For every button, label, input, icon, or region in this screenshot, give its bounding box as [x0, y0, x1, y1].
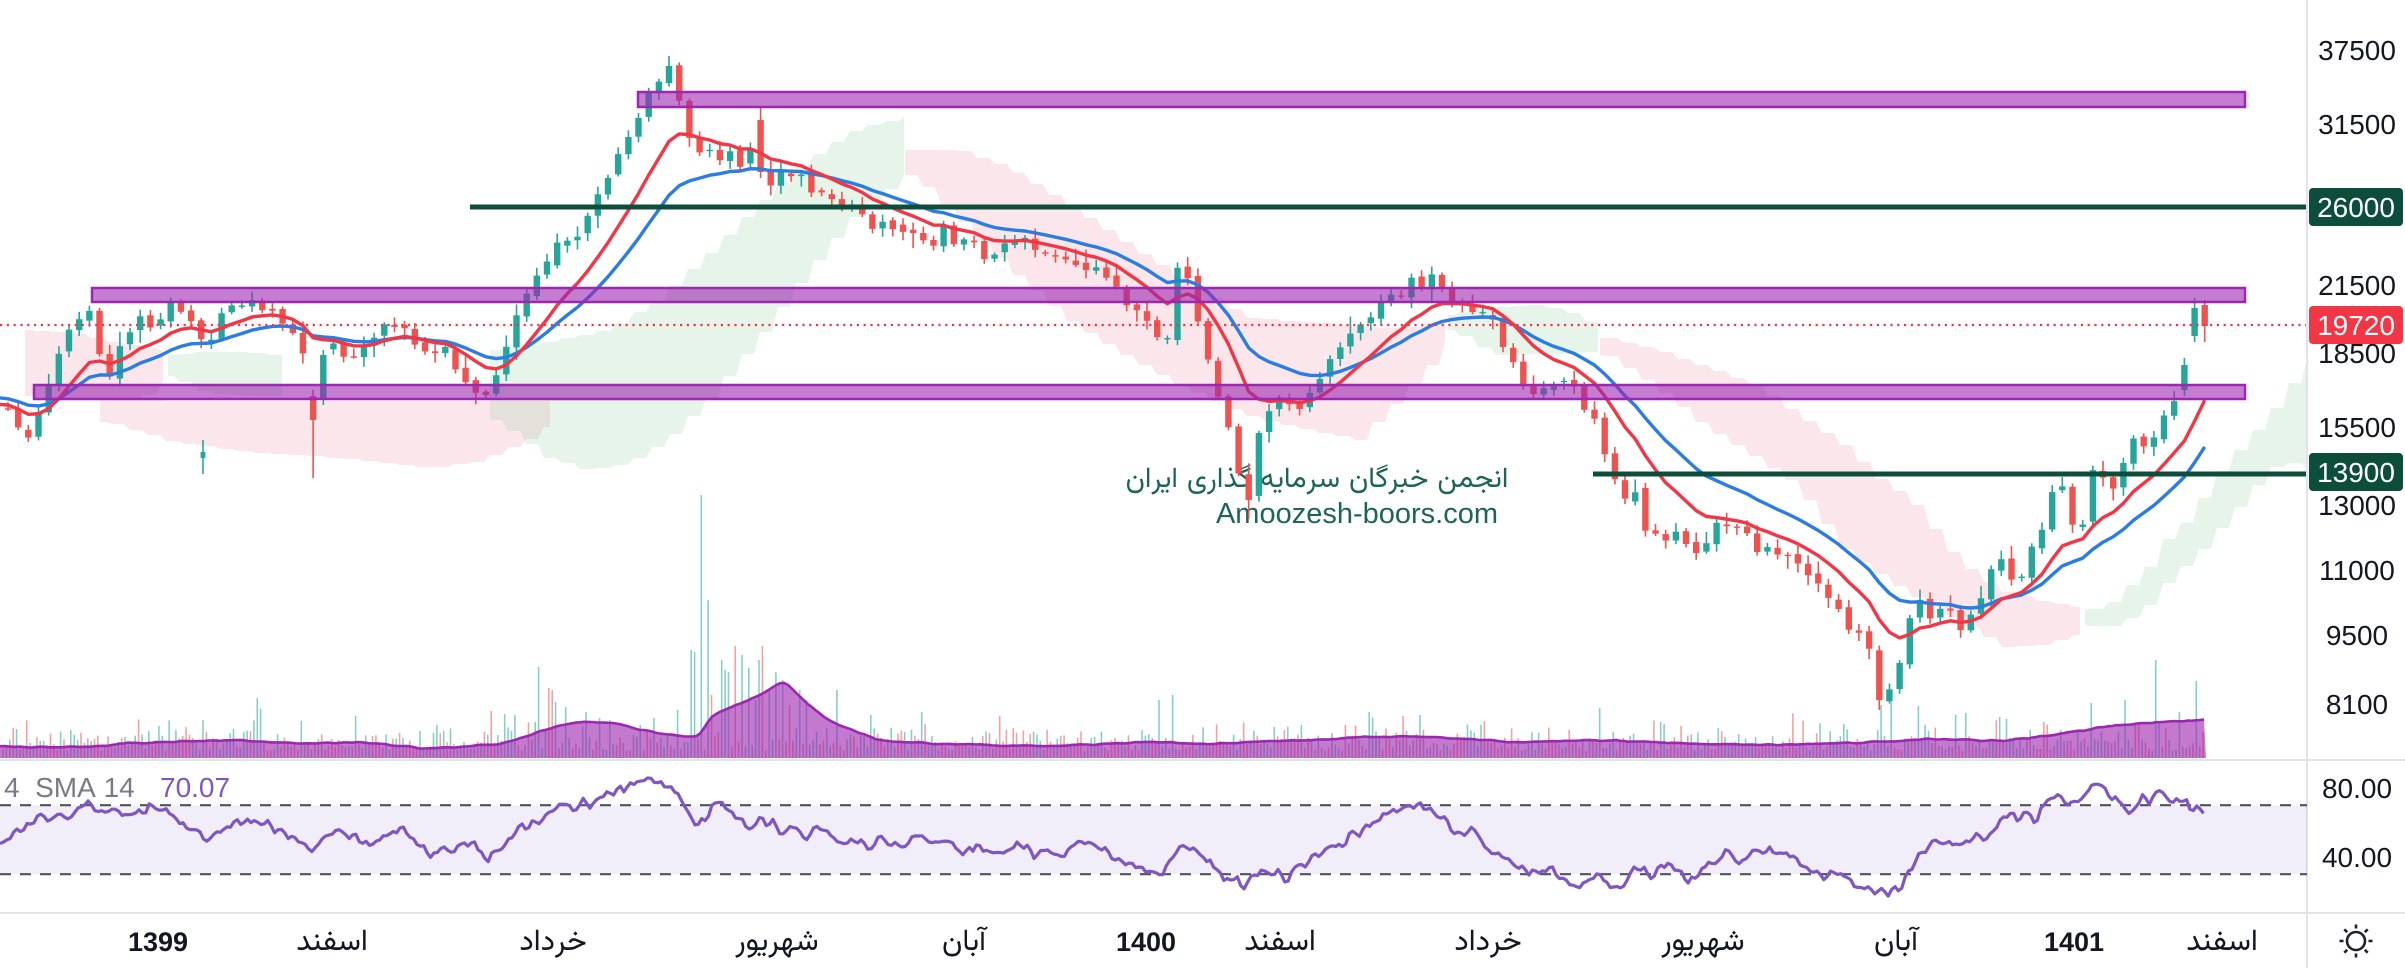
- svg-text:40.00: 40.00: [2322, 842, 2392, 873]
- svg-text:4 SMA 14: 4 SMA 14: [4, 772, 135, 803]
- svg-text:70.07: 70.07: [160, 772, 230, 803]
- svg-text:1399: 1399: [128, 927, 188, 957]
- svg-text:21500: 21500: [2318, 270, 2396, 301]
- svg-text:80.00: 80.00: [2322, 773, 2392, 804]
- svg-text:19720: 19720: [2317, 310, 2395, 341]
- svg-text:13900: 13900: [2317, 457, 2395, 488]
- svg-text:11000: 11000: [2319, 555, 2395, 586]
- svg-text:1401: 1401: [2044, 927, 2104, 957]
- svg-text:1400: 1400: [1116, 927, 1176, 957]
- svg-text:31500: 31500: [2318, 109, 2396, 140]
- svg-text:8100: 8100: [2326, 689, 2388, 720]
- svg-text:13000: 13000: [2318, 490, 2396, 521]
- svg-text:15500: 15500: [2318, 412, 2396, 443]
- svg-text:9500: 9500: [2326, 620, 2388, 651]
- svg-text:37500: 37500: [2318, 35, 2396, 66]
- svg-text:26000: 26000: [2317, 192, 2395, 223]
- svg-text:Amoozesh-boors.com: Amoozesh-boors.com: [1216, 498, 1498, 530]
